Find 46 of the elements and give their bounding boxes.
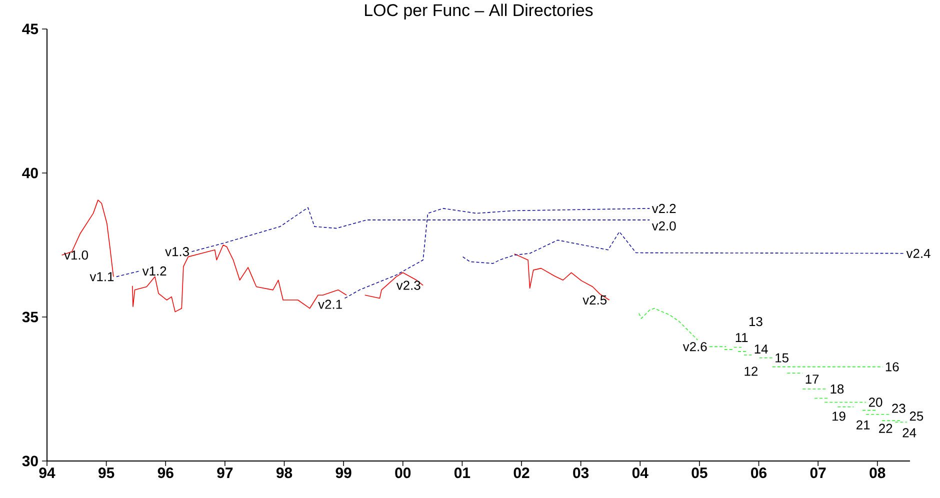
y-tick-label: 30: [22, 456, 38, 466]
x-tick-label: 05: [692, 468, 708, 478]
annotation: 14: [754, 344, 768, 354]
annotation: 18: [830, 384, 844, 394]
annotation: v2.3: [396, 280, 420, 290]
annotation: 13: [749, 316, 762, 326]
annotation: v1.2: [142, 266, 166, 276]
annotation: 11: [736, 333, 748, 342]
annotation: v1.1: [90, 272, 114, 282]
annotation: v2.2: [652, 204, 676, 213]
annotation: 24: [902, 428, 916, 438]
annotation: v1.0: [64, 250, 88, 260]
x-tick-label: 98: [276, 468, 292, 478]
x-tick-label: 96: [158, 468, 174, 478]
x-tick-label: 97: [217, 468, 233, 478]
x-tick-label: 03: [573, 468, 589, 478]
annotation: 15: [776, 353, 788, 362]
annotation: 23: [892, 404, 906, 413]
annotation: v1.3: [165, 247, 189, 256]
annotation: 21: [856, 420, 870, 430]
x-tick-label: 07: [810, 468, 826, 478]
annotation: v2.0: [652, 221, 676, 231]
y-tick-label: 40: [22, 168, 38, 178]
x-tick-label: 02: [514, 468, 530, 478]
annotation: v2.1: [318, 300, 342, 309]
annotation: 22: [879, 424, 892, 433]
annotation: 16: [886, 362, 899, 372]
annotation: v2.4: [906, 248, 930, 258]
x-tick-label: 04: [632, 468, 648, 478]
x-tick-label: 94: [39, 468, 56, 478]
annotation: v2.6: [682, 342, 707, 352]
annotation: 12: [744, 366, 758, 376]
x-tick-label: 95: [98, 468, 114, 478]
annotation: v2.5: [582, 295, 607, 305]
x-tick-label: 08: [870, 468, 886, 478]
annotation: 25: [910, 412, 924, 421]
x-tick-label: 06: [751, 468, 767, 478]
y-tick-label: 35: [22, 312, 38, 322]
x-tick-label: 99: [336, 468, 352, 478]
chart-title: LOC per Func – All Directories: [365, 4, 593, 20]
x-tick-label: 00: [395, 468, 411, 478]
annotation: 17: [806, 374, 819, 384]
x-tick-label: 01: [454, 468, 470, 478]
annotation: 20: [868, 398, 882, 407]
annotation: 19: [832, 412, 846, 421]
y-tick-label: 45: [22, 24, 38, 34]
